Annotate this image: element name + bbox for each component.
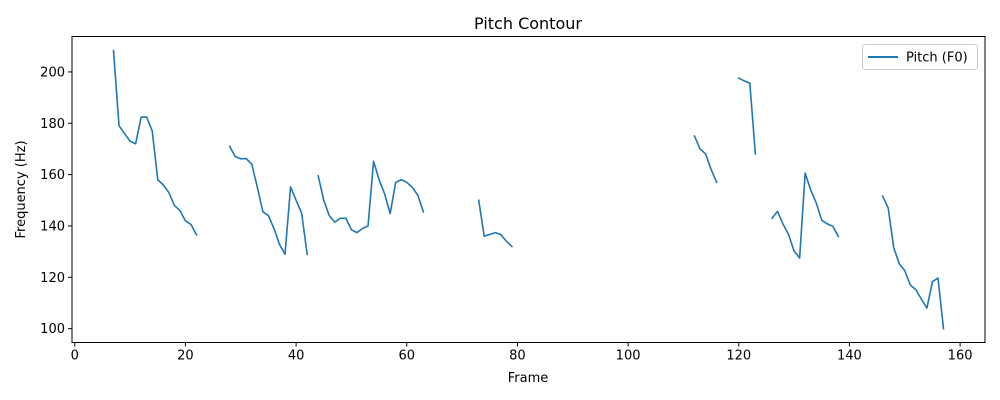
x-tick-label: 20 — [177, 349, 194, 364]
pitch-series-line-segment — [228, 145, 309, 256]
y-tick-label: 140 — [40, 219, 65, 234]
y-tick-label: 100 — [40, 322, 65, 337]
pitch-series-line-segment — [112, 49, 198, 237]
y-tick-label: 200 — [40, 65, 65, 80]
chart-title: Pitch Contour — [474, 14, 582, 33]
plot-frame — [71, 36, 986, 343]
pitch-series-line-segment — [737, 77, 757, 155]
x-tick-label: 140 — [837, 349, 862, 364]
x-axis-label: Frame — [508, 371, 549, 386]
legend-box — [862, 44, 978, 70]
y-tick-label: 160 — [40, 168, 65, 183]
pitch-series-line-segment — [881, 195, 945, 330]
x-tick-label: 60 — [398, 349, 415, 364]
pitch-series-line-segment — [770, 172, 840, 259]
x-tick-label: 120 — [726, 349, 751, 364]
pitch-series-line-segment — [693, 135, 718, 184]
x-axis: 0 20 40 60 80 100 120 140 160 — [71, 342, 973, 364]
y-tick-label: 180 — [40, 117, 65, 132]
plot-area — [112, 49, 945, 330]
x-tick-label: 80 — [509, 349, 526, 364]
x-tick-label: 100 — [616, 349, 641, 364]
y-axis: 100 120 140 160 180 200 — [40, 65, 72, 337]
legend-entry-pitch: Pitch (F0) — [906, 51, 968, 66]
pitch-series-line-segment — [317, 160, 425, 234]
y-axis-label: Frequency (Hz) — [14, 140, 29, 238]
y-tick-label: 120 — [40, 271, 65, 286]
x-tick-label: 160 — [948, 349, 973, 364]
legend: Pitch (F0) — [862, 44, 978, 70]
x-tick-label: 0 — [71, 349, 79, 364]
pitch-series-line-segment — [477, 199, 514, 248]
x-tick-label: 40 — [288, 349, 305, 364]
